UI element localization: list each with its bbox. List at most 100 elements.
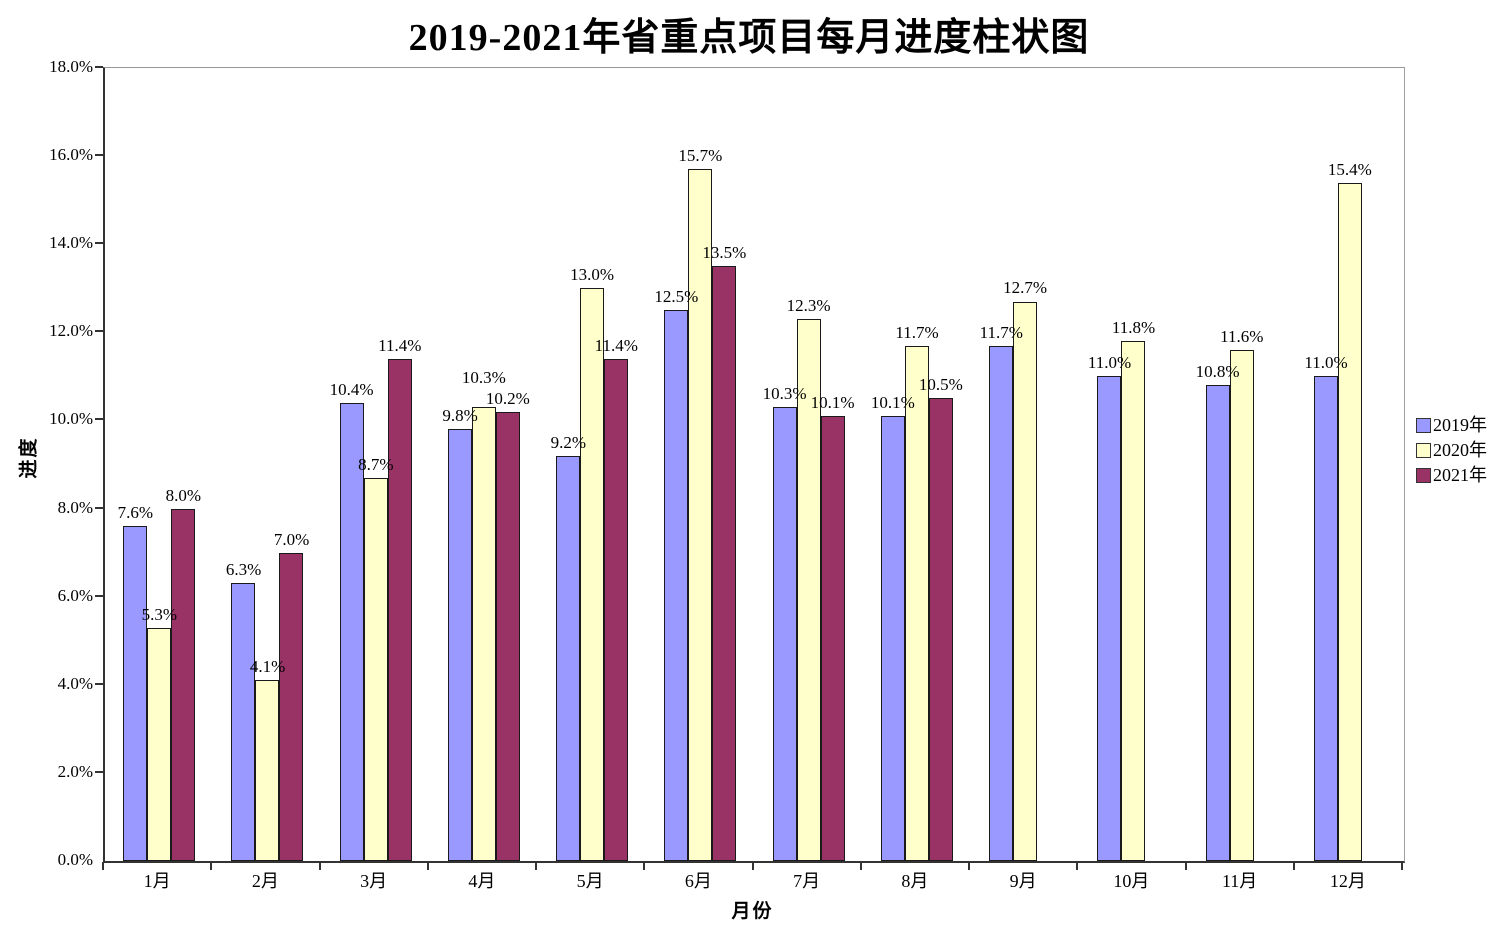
x-tick-mark	[210, 862, 213, 870]
x-tick-label: 10月	[1113, 871, 1150, 891]
y-tick-mark	[95, 330, 103, 333]
x-tick-label: 4月	[468, 871, 496, 891]
x-tick-label: 11月	[1221, 871, 1258, 891]
y-tick-mark	[95, 506, 103, 509]
bar-value-label: 4.1%	[249, 657, 286, 677]
x-tick-mark	[1292, 862, 1295, 870]
bar	[387, 358, 412, 861]
legend-item: 2021年	[1416, 464, 1487, 486]
bar-value-label: 11.0%	[1087, 353, 1132, 373]
y-tick-mark	[95, 66, 103, 68]
bar	[1013, 301, 1038, 861]
bar-value-label: 10.4%	[329, 379, 374, 399]
bar	[279, 552, 304, 861]
bar	[147, 627, 172, 861]
y-tick-label: 2.0%	[57, 761, 93, 781]
chart-title: 2019-2021年省重点项目每月进度柱状图	[408, 17, 1090, 59]
y-tick-label: 10.0%	[49, 409, 93, 429]
x-tick-label: 1月	[143, 871, 171, 891]
bar-value-label: 13.5%	[702, 243, 747, 263]
x-tick-mark	[102, 862, 104, 870]
x-tick-label: 12月	[1329, 871, 1366, 891]
bar	[231, 583, 256, 861]
x-tick-mark	[1401, 862, 1403, 870]
bar	[1313, 376, 1338, 861]
y-tick-mark	[95, 682, 103, 685]
x-tick-mark	[1076, 862, 1079, 870]
bar	[123, 526, 148, 861]
legend-item: 2019年	[1416, 414, 1487, 436]
legend-label: 2019年	[1433, 415, 1487, 435]
bar-value-label: 10.1%	[810, 393, 855, 413]
legend-swatch-icon	[1416, 467, 1431, 483]
y-tick-mark	[95, 154, 103, 157]
bar-value-label: 9.8%	[442, 406, 478, 426]
y-tick-mark	[95, 242, 103, 245]
bar	[1097, 376, 1122, 861]
bar-value-label: 12.3%	[786, 296, 831, 316]
y-tick-label: 14.0%	[49, 233, 93, 253]
bar-value-label: 11.7%	[979, 322, 1023, 342]
bar-value-label: 11.0%	[1304, 353, 1348, 373]
bar-value-label: 11.6%	[1220, 326, 1264, 346]
x-axis-title: 月份	[731, 901, 774, 922]
bar-value-label: 12.5%	[654, 287, 699, 307]
bar	[556, 455, 581, 861]
bar-value-label: 15.4%	[1327, 159, 1372, 179]
y-tick-label: 0.0%	[57, 850, 93, 869]
bar-value-label: 11.7%	[895, 322, 939, 342]
bar	[688, 169, 713, 861]
bar-value-label: 10.5%	[918, 375, 963, 395]
x-tick-label: 6月	[684, 871, 712, 891]
legend-swatch-icon	[1416, 442, 1431, 458]
legend-label: 2021年	[1433, 465, 1487, 485]
bar	[820, 416, 845, 861]
bar	[1205, 385, 1230, 861]
legend-label: 2020年	[1433, 440, 1487, 460]
x-tick-mark	[426, 862, 429, 870]
bar	[772, 407, 797, 861]
bar	[255, 680, 280, 861]
bar-value-label: 5.3%	[141, 604, 178, 624]
x-tick-label: 3月	[360, 871, 388, 891]
bar-value-label: 11.4%	[594, 335, 638, 355]
x-tick-label: 7月	[793, 871, 821, 891]
bar-value-label: 6.3%	[225, 560, 262, 580]
bar	[1337, 182, 1362, 861]
legend-swatch-icon	[1416, 417, 1431, 433]
y-tick-mark	[95, 594, 103, 597]
bar	[471, 407, 496, 861]
y-tick-label: 6.0%	[57, 585, 93, 605]
x-tick-label: 5月	[576, 871, 604, 891]
bar-value-label: 7.0%	[273, 529, 310, 549]
x-tick-mark	[859, 862, 862, 870]
x-tick-mark	[1184, 862, 1187, 870]
bar	[664, 310, 689, 861]
bar-value-label: 13.0%	[570, 265, 615, 285]
x-tick-mark	[643, 862, 646, 870]
x-tick-mark	[318, 862, 321, 870]
bar-value-label: 9.2%	[550, 432, 587, 452]
bar	[1229, 349, 1254, 861]
plot-area: 7.6% 5.3% 8.0% 6.3% 4.1% 7.0% 10.4% 8.7% 11.4% 9.…	[103, 67, 1405, 863]
bar	[880, 416, 905, 861]
bar	[363, 477, 388, 861]
bar	[339, 402, 364, 861]
x-tick-mark	[535, 862, 537, 870]
bar-value-label: 11.8%	[1111, 318, 1156, 338]
bar	[447, 429, 472, 861]
bar	[1121, 341, 1146, 861]
bar	[171, 508, 196, 861]
bar-value-label: 10.1%	[870, 393, 915, 413]
bar-value-label: 15.7%	[678, 146, 723, 166]
x-tick-mark	[968, 862, 970, 870]
y-tick-label: 8.0%	[57, 497, 93, 517]
x-tick-label: 2月	[251, 871, 279, 891]
y-tick-label: 18.0%	[49, 57, 93, 76]
bar	[604, 358, 629, 861]
bar-value-label: 10.3%	[461, 367, 506, 387]
bar	[580, 288, 605, 861]
bar-value-label: 8.0%	[165, 485, 202, 505]
bar-value-label: 10.8%	[1195, 362, 1240, 382]
x-tick-mark	[751, 862, 754, 870]
